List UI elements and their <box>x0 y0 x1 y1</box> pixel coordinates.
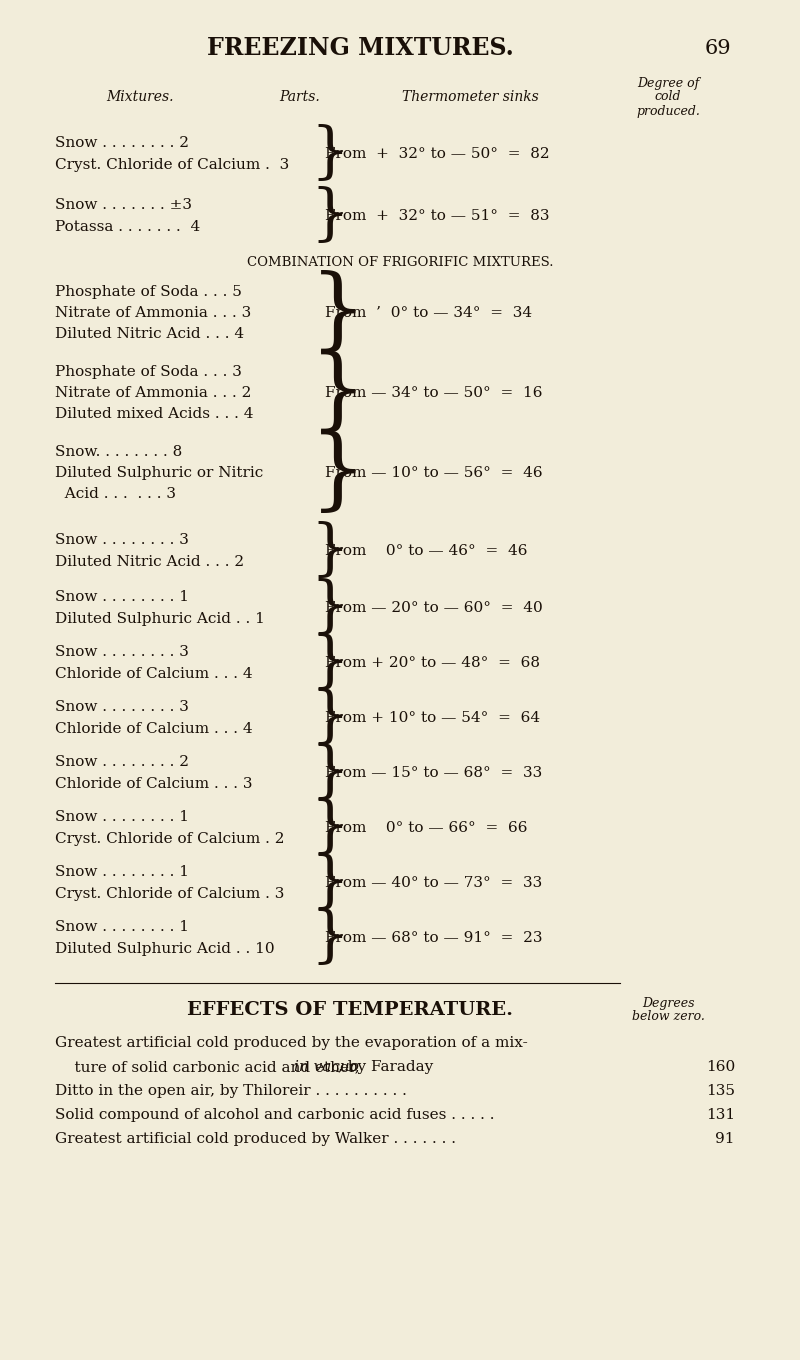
Text: From + 10° to — 54°  =  64: From + 10° to — 54° = 64 <box>325 711 540 725</box>
Text: Snow . . . . . . . . 1: Snow . . . . . . . . 1 <box>55 590 189 604</box>
Text: produced.: produced. <box>636 106 700 118</box>
Text: From — 40° to — 73°  =  33: From — 40° to — 73° = 33 <box>325 876 542 889</box>
Text: From — 20° to — 60°  =  40: From — 20° to — 60° = 40 <box>325 601 542 615</box>
Text: 135: 135 <box>706 1084 735 1098</box>
Text: }: } <box>310 430 366 517</box>
Text: From + 20° to — 48°  =  68: From + 20° to — 48° = 68 <box>325 656 540 670</box>
Text: }: } <box>310 186 349 246</box>
Text: cold: cold <box>654 91 682 103</box>
Text: }: } <box>310 350 366 437</box>
Text: Phosphate of Soda . . . 3: Phosphate of Soda . . . 3 <box>55 364 242 379</box>
Text: Diluted mixed Acids . . . 4: Diluted mixed Acids . . . 4 <box>55 407 254 422</box>
Text: Cryst. Chloride of Calcium . 2: Cryst. Chloride of Calcium . 2 <box>55 832 285 846</box>
Text: From    0° to — 46°  =  46: From 0° to — 46° = 46 <box>325 544 527 558</box>
Text: Diluted Sulphuric Acid . . 1: Diluted Sulphuric Acid . . 1 <box>55 612 265 626</box>
Text: Phosphate of Soda . . . 5: Phosphate of Soda . . . 5 <box>55 286 242 299</box>
Text: Diluted Nitric Acid . . . 2: Diluted Nitric Acid . . . 2 <box>55 555 244 568</box>
Text: Cryst. Chloride of Calcium . 3: Cryst. Chloride of Calcium . 3 <box>55 887 284 900</box>
Text: Snow . . . . . . . . 3: Snow . . . . . . . . 3 <box>55 645 189 660</box>
Text: Snow. . . . . . . . 8: Snow. . . . . . . . 8 <box>55 445 182 460</box>
Text: }: } <box>310 578 349 638</box>
Text: From — 10° to — 56°  =  46: From — 10° to — 56° = 46 <box>325 466 542 480</box>
Text: Snow . . . . . . . . 1: Snow . . . . . . . . 1 <box>55 811 189 824</box>
Text: in vacuo: in vacuo <box>294 1059 358 1074</box>
Text: Nitrate of Ammonia . . . 3: Nitrate of Ammonia . . . 3 <box>55 306 251 320</box>
Text: Greatest artificial cold produced by the evaporation of a mix-: Greatest artificial cold produced by the… <box>55 1036 528 1050</box>
Text: Nitrate of Ammonia . . . 2: Nitrate of Ammonia . . . 2 <box>55 386 251 400</box>
Text: }: } <box>310 688 349 748</box>
Text: Snow . . . . . . . . 3: Snow . . . . . . . . 3 <box>55 533 189 547</box>
Text: }: } <box>310 521 349 581</box>
Text: Snow . . . . . . . ±3: Snow . . . . . . . ±3 <box>55 199 192 212</box>
Text: }: } <box>310 269 366 356</box>
Text: From  ’  0° to — 34°  =  34: From ’ 0° to — 34° = 34 <box>325 306 532 320</box>
Text: From  +  32° to — 51°  =  83: From + 32° to — 51° = 83 <box>325 209 550 223</box>
Text: }: } <box>310 743 349 802</box>
Text: Snow . . . . . . . . 1: Snow . . . . . . . . 1 <box>55 865 189 879</box>
Text: From    0° to — 66°  =  66: From 0° to — 66° = 66 <box>325 821 527 835</box>
Text: Degree of: Degree of <box>637 76 699 90</box>
Text: From  +  32° to — 50°  =  82: From + 32° to — 50° = 82 <box>325 147 550 160</box>
Text: 160: 160 <box>706 1059 735 1074</box>
Text: , by Faraday: , by Faraday <box>338 1059 434 1074</box>
Text: 91: 91 <box>715 1132 735 1146</box>
Text: Diluted Sulphuric or Nitric: Diluted Sulphuric or Nitric <box>55 466 263 480</box>
Text: Snow . . . . . . . . 2: Snow . . . . . . . . 2 <box>55 755 189 768</box>
Text: }: } <box>310 124 349 184</box>
Text: }: } <box>310 853 349 913</box>
Text: Mixtures.: Mixtures. <box>106 90 174 103</box>
Text: EFFECTS OF TEMPERATURE.: EFFECTS OF TEMPERATURE. <box>187 1001 513 1019</box>
Text: ture of solid carbonic acid and ether,: ture of solid carbonic acid and ether, <box>55 1059 365 1074</box>
Text: Thermometer sinks: Thermometer sinks <box>402 90 538 103</box>
Text: Greatest artificial cold produced by Walker . . . . . . .: Greatest artificial cold produced by Wal… <box>55 1132 456 1146</box>
Text: Cryst. Chloride of Calcium .  3: Cryst. Chloride of Calcium . 3 <box>55 158 290 171</box>
Text: Solid compound of alcohol and carbonic acid fuses . . . . .: Solid compound of alcohol and carbonic a… <box>55 1108 494 1122</box>
Text: 69: 69 <box>705 38 731 57</box>
Text: From — 34° to — 50°  =  16: From — 34° to — 50° = 16 <box>325 386 542 400</box>
Text: Degrees: Degrees <box>642 997 694 1009</box>
Text: Snow . . . . . . . . 1: Snow . . . . . . . . 1 <box>55 919 189 934</box>
Text: From — 68° to — 91°  =  23: From — 68° to — 91° = 23 <box>325 932 542 945</box>
Text: Chloride of Calcium . . . 4: Chloride of Calcium . . . 4 <box>55 666 253 681</box>
Text: FREEZING MIXTURES.: FREEZING MIXTURES. <box>206 35 514 60</box>
Text: Potassa . . . . . . .  4: Potassa . . . . . . . 4 <box>55 220 200 234</box>
Text: Ditto in the open air, by Thiloreir . . . . . . . . . .: Ditto in the open air, by Thiloreir . . … <box>55 1084 407 1098</box>
Text: Snow . . . . . . . . 3: Snow . . . . . . . . 3 <box>55 700 189 714</box>
Text: Diluted Nitric Acid . . . 4: Diluted Nitric Acid . . . 4 <box>55 326 244 341</box>
Text: below zero.: below zero. <box>631 1010 705 1024</box>
Text: }: } <box>310 798 349 858</box>
Text: Acid . . .  . . . 3: Acid . . . . . . 3 <box>55 487 176 500</box>
Text: Parts.: Parts. <box>280 90 320 103</box>
Text: 131: 131 <box>706 1108 735 1122</box>
Text: From — 15° to — 68°  =  33: From — 15° to — 68° = 33 <box>325 766 542 781</box>
Text: Chloride of Calcium . . . 4: Chloride of Calcium . . . 4 <box>55 722 253 736</box>
Text: Diluted Sulphuric Acid . . 10: Diluted Sulphuric Acid . . 10 <box>55 942 274 956</box>
Text: }: } <box>310 632 349 694</box>
Text: Chloride of Calcium . . . 3: Chloride of Calcium . . . 3 <box>55 777 253 792</box>
Text: COMBINATION OF FRIGORIFIC MIXTURES.: COMBINATION OF FRIGORIFIC MIXTURES. <box>246 257 554 269</box>
Text: }: } <box>310 908 349 968</box>
Text: Snow . . . . . . . . 2: Snow . . . . . . . . 2 <box>55 136 189 150</box>
